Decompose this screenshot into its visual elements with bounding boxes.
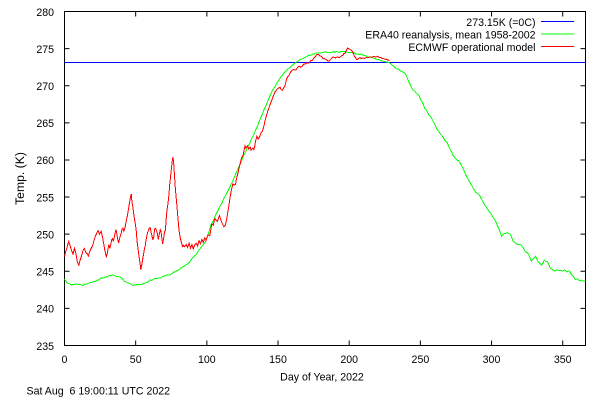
- svg-text:350: 350: [554, 354, 572, 366]
- svg-text:235: 235: [36, 341, 54, 353]
- svg-text:265: 265: [36, 118, 54, 130]
- svg-text:250: 250: [36, 230, 54, 242]
- svg-text:270: 270: [36, 81, 54, 93]
- svg-text:245: 245: [36, 267, 54, 279]
- svg-text:240: 240: [36, 304, 54, 316]
- svg-text:260: 260: [36, 155, 54, 167]
- svg-text:Day of Year, 2022: Day of Year, 2022: [280, 372, 364, 384]
- svg-text:255: 255: [36, 192, 54, 204]
- svg-text:275: 275: [36, 44, 54, 56]
- svg-text:250: 250: [412, 354, 430, 366]
- svg-text:200: 200: [340, 354, 358, 366]
- svg-text:273.15K (=0C): 273.15K (=0C): [466, 17, 535, 29]
- svg-text:0: 0: [62, 354, 68, 366]
- svg-text:150: 150: [269, 354, 287, 366]
- svg-text:100: 100: [198, 354, 216, 366]
- svg-text:50: 50: [130, 354, 142, 366]
- svg-text:280: 280: [36, 7, 54, 19]
- svg-text:ERA40 reanalysis, mean 1958-20: ERA40 reanalysis, mean 1958-2002: [365, 30, 535, 42]
- svg-text:ECMWF operational model: ECMWF operational model: [408, 42, 535, 54]
- svg-text:Temp. (K): Temp. (K): [13, 152, 27, 205]
- svg-text:300: 300: [483, 354, 501, 366]
- svg-text:Sat Aug 6 19:00:11 UTC 2022: Sat Aug 6 19:00:11 UTC 2022: [27, 386, 171, 398]
